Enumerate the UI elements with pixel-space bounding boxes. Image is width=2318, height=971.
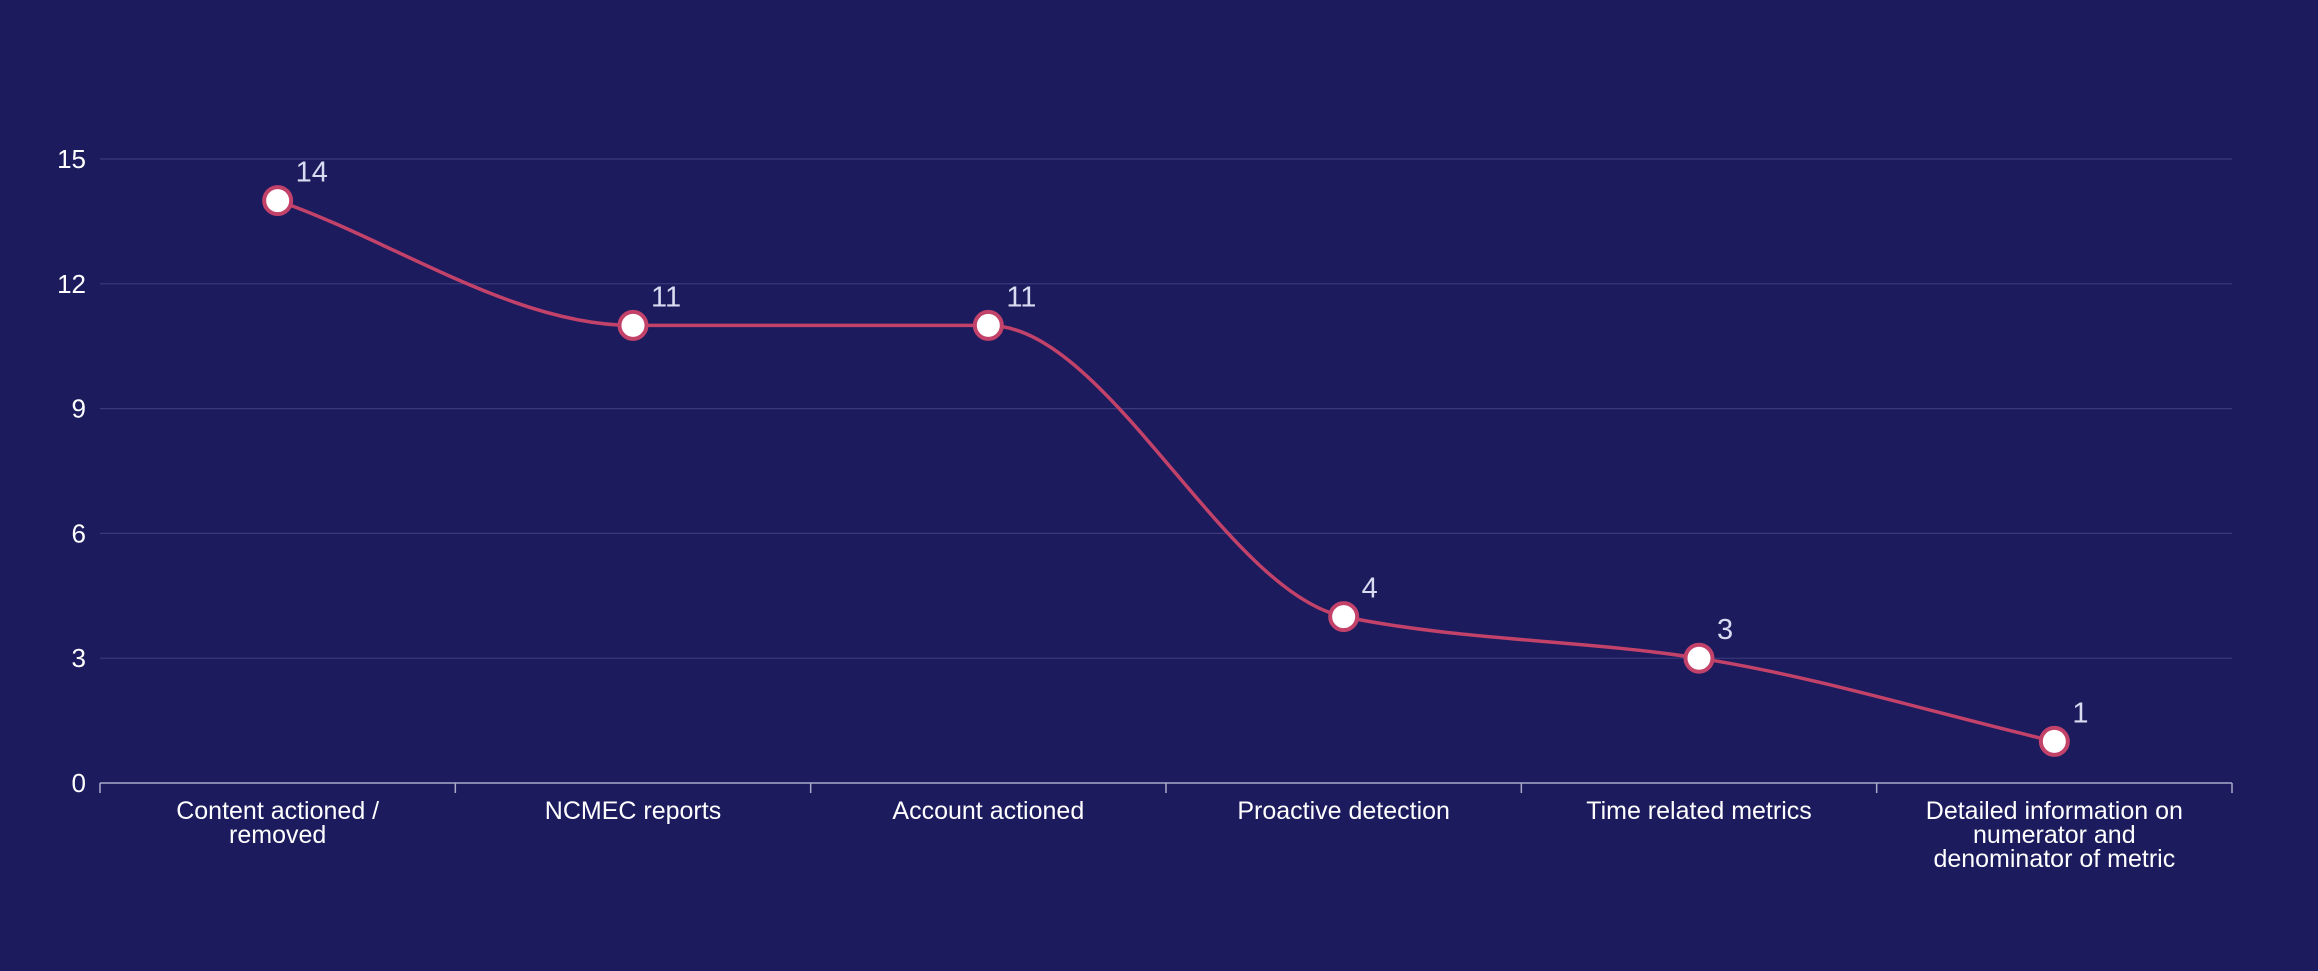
- x-tick-label: Account actioned: [892, 797, 1084, 825]
- data-point[interactable]: [2038, 725, 2070, 757]
- data-point[interactable]: [617, 309, 649, 341]
- data-points: [262, 185, 2070, 757]
- x-tick-label-line: removed: [229, 821, 326, 849]
- data-label: 11: [651, 281, 681, 313]
- data-label: 11: [1006, 281, 1036, 313]
- y-tick-label: 15: [57, 144, 86, 174]
- data-point[interactable]: [1328, 601, 1360, 633]
- y-tick-label: 12: [57, 269, 86, 299]
- y-tick-label: 0: [72, 768, 86, 798]
- data-label: 4: [1362, 573, 1378, 605]
- x-tick-label-line: Time related metrics: [1586, 797, 1812, 825]
- y-tick-label: 6: [72, 518, 86, 548]
- series-line: [275, 198, 2057, 744]
- x-tick-label: Time related metrics: [1586, 797, 1812, 825]
- data-label: 14: [296, 157, 328, 189]
- x-tick-label-line: Detailed information on: [1926, 797, 2183, 825]
- x-tick-label: Content actioned / removed: [176, 797, 379, 849]
- data-point[interactable]: [972, 309, 1004, 341]
- x-tick-label-line: Proactive detection: [1237, 797, 1450, 825]
- x-tick-label-line: numerator and: [1973, 821, 2136, 849]
- grid-lines: [100, 158, 2232, 659]
- data-point[interactable]: [262, 185, 294, 217]
- y-tick-label: 9: [72, 394, 86, 424]
- x-tick-label-line: NCMEC reports: [545, 797, 721, 825]
- x-tick-label: Proactive detection: [1237, 797, 1450, 825]
- data-point[interactable]: [1683, 642, 1715, 674]
- data-label: 1: [2072, 697, 2088, 729]
- x-tick-label-line: Account actioned: [892, 797, 1084, 825]
- x-tick-label: Detailed information on numerator and deno…: [1926, 797, 2183, 873]
- y-tick-label: 3: [72, 643, 86, 673]
- data-labels: 14 11 11 4 3 1: [296, 157, 2089, 730]
- x-axis: Content actioned / removed NCMEC reports Ac…: [99, 782, 2233, 873]
- x-tick-label-line: Content actioned /: [176, 797, 379, 825]
- y-axis: 0 3 6 9 12 15: [57, 144, 86, 798]
- x-tick-label-line: denominator of metric: [1933, 845, 2175, 873]
- series-line-group: [275, 198, 2057, 744]
- data-label: 3: [1717, 614, 1733, 646]
- x-tick-label: NCMEC reports: [545, 797, 721, 825]
